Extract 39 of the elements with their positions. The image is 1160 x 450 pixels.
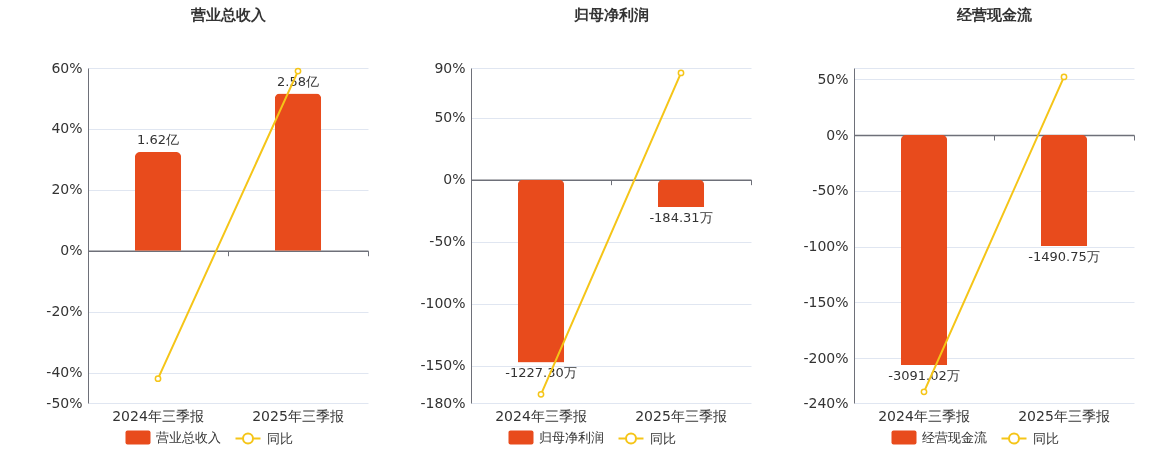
data-label: -1490.75万 [1028, 248, 1100, 264]
y-tick-label: 0% [826, 126, 849, 143]
data-label: -184.31万 [649, 210, 713, 226]
y-tick-label: 60% [51, 59, 83, 76]
legend-label: 同比 [649, 430, 676, 446]
y-tick-label: -50% [46, 394, 83, 411]
y-tick-label: -200% [803, 349, 849, 366]
data-label: 1.62亿 [137, 132, 179, 148]
y-tick-label: 0% [60, 242, 83, 259]
y-tick-label: 50% [434, 109, 466, 126]
y-tick-label: -240% [803, 394, 849, 411]
x-tick-label: 2025年三季报 [635, 407, 727, 424]
legend-label: 营业总收入 [155, 429, 221, 445]
y-tick-label: -50% [812, 182, 849, 199]
y-tick-label: 20% [51, 181, 83, 198]
chart-title: 归母净利润 [572, 6, 649, 24]
x-tick-label: 2024年三季报 [112, 407, 204, 424]
y-tick-label: -150% [420, 357, 466, 374]
legend-label: 归母净利润 [538, 429, 604, 445]
x-tick-label: 2025年三季报 [252, 407, 344, 424]
legend-label: 经营现金流 [921, 429, 987, 445]
y-tick-label: 40% [51, 120, 83, 137]
y-tick-label: 50% [817, 70, 849, 87]
y-tick-label: 90% [434, 59, 466, 76]
y-tick-label: 0% [443, 171, 466, 188]
legend-label: 同比 [1032, 430, 1059, 446]
y-tick-label: -150% [803, 294, 849, 310]
y-tick-label: -100% [420, 295, 466, 312]
y-tick-label: -50% [429, 233, 466, 250]
y-tick-label: -20% [46, 303, 83, 320]
x-tick-label: 2024年三季报 [495, 407, 587, 424]
chart-title: 营业总收入 [189, 6, 267, 24]
chart-title: 经营现金流 [955, 6, 1033, 24]
x-tick-label: 2025年三季报 [1018, 407, 1110, 424]
x-tick-label: 2024年三季报 [878, 407, 970, 424]
y-tick-label: -100% [803, 238, 849, 255]
y-tick-label: -40% [46, 364, 83, 381]
legend-label: 同比 [266, 430, 293, 446]
y-tick-label: -180% [420, 394, 466, 411]
